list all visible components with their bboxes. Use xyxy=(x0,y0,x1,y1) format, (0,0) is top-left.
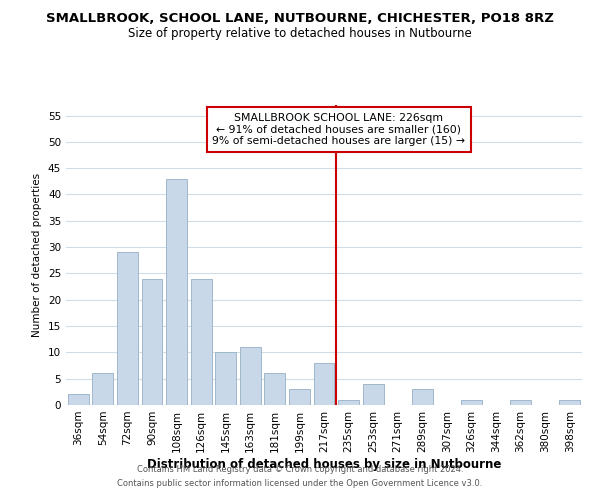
Bar xyxy=(461,400,482,405)
Text: Contains HM Land Registry data © Crown copyright and database right 2024.
Contai: Contains HM Land Registry data © Crown c… xyxy=(118,466,482,487)
Bar xyxy=(510,400,531,405)
X-axis label: Distribution of detached houses by size in Nutbourne: Distribution of detached houses by size … xyxy=(147,458,501,470)
Text: SMALLBROOK, SCHOOL LANE, NUTBOURNE, CHICHESTER, PO18 8RZ: SMALLBROOK, SCHOOL LANE, NUTBOURNE, CHIC… xyxy=(46,12,554,26)
Bar xyxy=(289,389,310,405)
Bar xyxy=(314,363,334,405)
Y-axis label: Number of detached properties: Number of detached properties xyxy=(32,173,43,337)
Bar xyxy=(68,394,89,405)
Bar xyxy=(92,374,113,405)
Bar xyxy=(166,178,187,405)
Bar xyxy=(559,400,580,405)
Bar xyxy=(412,389,433,405)
Bar xyxy=(142,278,163,405)
Bar xyxy=(215,352,236,405)
Bar xyxy=(362,384,383,405)
Text: SMALLBROOK SCHOOL LANE: 226sqm
← 91% of detached houses are smaller (160)
9% of : SMALLBROOK SCHOOL LANE: 226sqm ← 91% of … xyxy=(212,113,465,146)
Bar xyxy=(117,252,138,405)
Bar xyxy=(338,400,359,405)
Bar xyxy=(265,374,286,405)
Bar xyxy=(191,278,212,405)
Text: Size of property relative to detached houses in Nutbourne: Size of property relative to detached ho… xyxy=(128,28,472,40)
Bar xyxy=(240,347,261,405)
